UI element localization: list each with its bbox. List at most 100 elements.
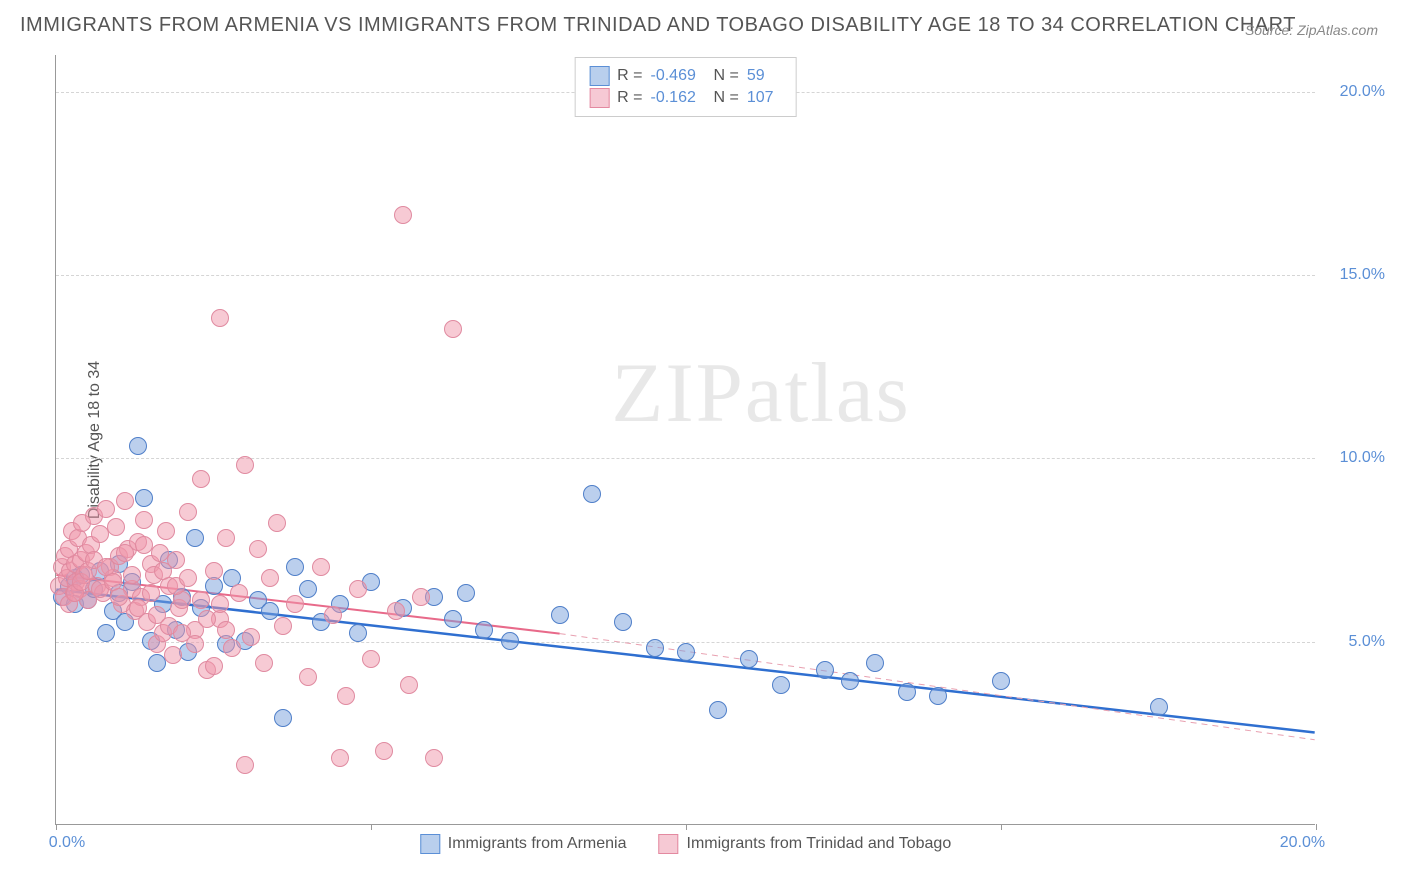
r-label: R =: [617, 67, 642, 85]
data-point: [387, 602, 405, 620]
data-point: [164, 646, 182, 664]
data-point: [1150, 698, 1168, 716]
data-point: [444, 610, 462, 628]
y-tick-label: 15.0%: [1325, 266, 1385, 284]
data-point: [772, 676, 790, 694]
data-point: [299, 668, 317, 686]
data-point: [217, 529, 235, 547]
data-point: [97, 500, 115, 518]
y-tick-label: 20.0%: [1325, 83, 1385, 101]
x-tick-label: 20.0%: [1280, 834, 1325, 852]
data-point: [179, 503, 197, 521]
data-point: [135, 511, 153, 529]
data-point: [242, 628, 260, 646]
data-point: [110, 588, 128, 606]
data-point: [205, 562, 223, 580]
data-point: [205, 657, 223, 675]
data-point: [142, 584, 160, 602]
legend-label: Immigrants from Armenia: [448, 835, 627, 853]
data-point: [337, 687, 355, 705]
data-point: [866, 654, 884, 672]
data-point: [97, 624, 115, 642]
n-label: N =: [714, 67, 739, 85]
trend-lines: [56, 55, 1315, 824]
data-point: [299, 580, 317, 598]
r-label: R =: [617, 89, 642, 107]
data-point: [123, 566, 141, 584]
data-point: [192, 591, 210, 609]
data-point: [223, 639, 241, 657]
data-point: [107, 518, 125, 536]
stats-row: R = -0.162 N = 107: [589, 88, 782, 108]
data-point: [154, 562, 172, 580]
data-point: [135, 536, 153, 554]
data-point: [349, 624, 367, 642]
data-point: [192, 470, 210, 488]
chart-title: IMMIGRANTS FROM ARMENIA VS IMMIGRANTS FR…: [20, 14, 1296, 37]
legend-item: Immigrants from Trinidad and Tobago: [658, 834, 951, 854]
data-point: [375, 742, 393, 760]
data-point: [186, 529, 204, 547]
data-point: [614, 613, 632, 631]
data-point: [249, 540, 267, 558]
data-point: [898, 683, 916, 701]
data-point: [236, 756, 254, 774]
data-point: [475, 621, 493, 639]
data-point: [198, 610, 216, 628]
n-label: N =: [714, 89, 739, 107]
data-point: [501, 632, 519, 650]
data-point: [816, 661, 834, 679]
data-point: [709, 701, 727, 719]
data-point: [331, 749, 349, 767]
data-point: [646, 639, 664, 657]
plot-area: Disability Age 18 to 34 ZIPatlas 5.0%10.…: [55, 55, 1315, 825]
data-point: [740, 650, 758, 668]
data-point: [129, 437, 147, 455]
data-point: [261, 602, 279, 620]
data-point: [286, 595, 304, 613]
data-point: [129, 599, 147, 617]
legend-swatch: [420, 834, 440, 854]
series-legend: Immigrants from Armenia Immigrants from …: [420, 834, 951, 854]
data-point: [179, 569, 197, 587]
series-swatch: [589, 88, 609, 108]
data-point: [457, 584, 475, 602]
legend-label: Immigrants from Trinidad and Tobago: [686, 835, 951, 853]
stats-row: R = -0.469 N = 59: [589, 66, 782, 86]
data-point: [929, 687, 947, 705]
data-point: [362, 650, 380, 668]
data-point: [841, 672, 859, 690]
n-value: 107: [747, 89, 782, 107]
data-point: [412, 588, 430, 606]
data-point: [677, 643, 695, 661]
correlation-stats-box: R = -0.469 N = 59 R = -0.162 N = 107: [574, 57, 797, 117]
x-tick-mark: [56, 824, 57, 830]
data-point: [286, 558, 304, 576]
data-point: [261, 569, 279, 587]
data-point: [211, 309, 229, 327]
data-point: [116, 544, 134, 562]
legend-swatch: [658, 834, 678, 854]
data-point: [400, 676, 418, 694]
data-point: [186, 635, 204, 653]
data-point: [551, 606, 569, 624]
x-tick-mark: [1001, 824, 1002, 830]
data-point: [425, 749, 443, 767]
data-point: [255, 654, 273, 672]
data-point: [312, 558, 330, 576]
y-tick-label: 10.0%: [1325, 449, 1385, 467]
legend-item: Immigrants from Armenia: [420, 834, 627, 854]
data-point: [217, 621, 235, 639]
x-tick-mark: [686, 824, 687, 830]
y-tick-label: 5.0%: [1325, 633, 1385, 651]
data-point: [324, 606, 342, 624]
series-swatch: [589, 66, 609, 86]
x-tick-mark: [1316, 824, 1317, 830]
data-point: [157, 522, 175, 540]
r-value: -0.162: [651, 89, 706, 107]
data-point: [268, 514, 286, 532]
n-value: 59: [747, 67, 782, 85]
data-point: [444, 320, 462, 338]
r-value: -0.469: [651, 67, 706, 85]
data-point: [394, 206, 412, 224]
